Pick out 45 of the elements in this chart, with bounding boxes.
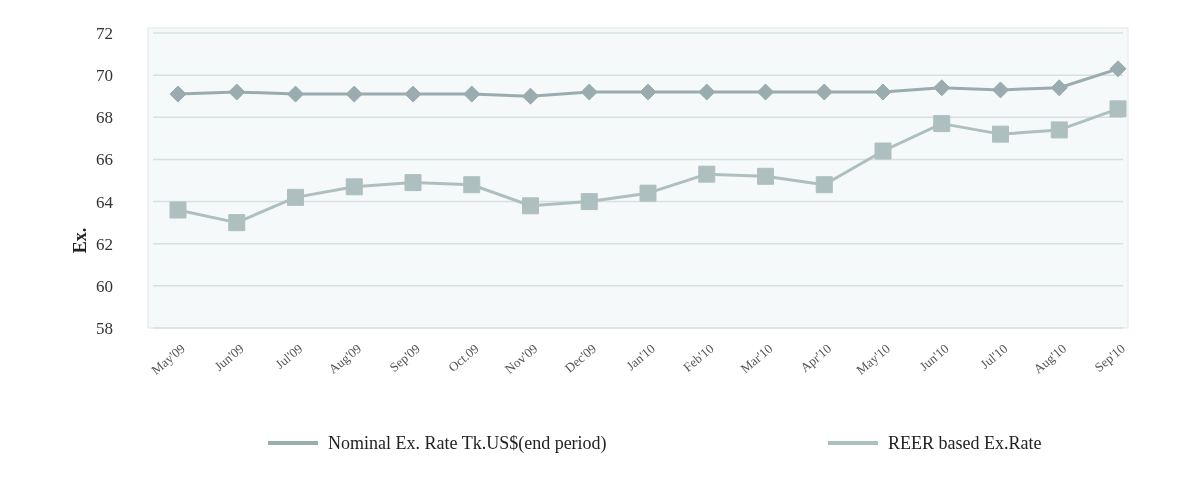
point	[345, 85, 363, 103]
point	[228, 83, 246, 101]
point	[992, 125, 1009, 143]
point	[169, 201, 187, 219]
point	[933, 115, 951, 133]
point	[992, 81, 1009, 99]
point	[287, 188, 304, 206]
point	[874, 83, 892, 101]
point	[287, 85, 304, 103]
point	[228, 214, 246, 232]
point	[404, 174, 422, 192]
point	[345, 178, 363, 196]
y-axis-title: Ex.	[70, 227, 90, 254]
point	[757, 83, 774, 101]
legend-label: Nominal Ex. Rate Tk.US$(end period)	[328, 433, 607, 455]
point	[404, 85, 422, 103]
point	[815, 83, 833, 101]
point	[169, 85, 187, 103]
legend-label: REER based Ex.Rate	[888, 433, 1042, 454]
point	[639, 184, 657, 202]
y-tick-label: 70	[96, 66, 113, 86]
y-tick-label: 68	[96, 108, 113, 128]
y-tick-label: 64	[96, 192, 114, 212]
point	[698, 165, 716, 183]
point	[874, 142, 892, 160]
point	[1109, 100, 1127, 118]
point	[815, 176, 833, 194]
y-tick-label: 58	[96, 318, 113, 338]
y-tick-label: 72	[96, 23, 113, 43]
point	[580, 83, 598, 101]
point	[639, 83, 657, 101]
point	[580, 193, 598, 211]
point	[698, 83, 716, 101]
point	[757, 167, 774, 185]
y-tick-label: 62	[96, 234, 113, 254]
point	[1109, 60, 1127, 78]
y-tick-label: 60	[96, 276, 113, 296]
y-tick-label: 66	[96, 150, 113, 170]
point	[1050, 79, 1068, 97]
point	[1050, 121, 1068, 139]
point	[522, 197, 539, 215]
point	[522, 87, 539, 105]
point	[463, 176, 481, 194]
point	[933, 79, 951, 97]
point	[463, 85, 481, 103]
